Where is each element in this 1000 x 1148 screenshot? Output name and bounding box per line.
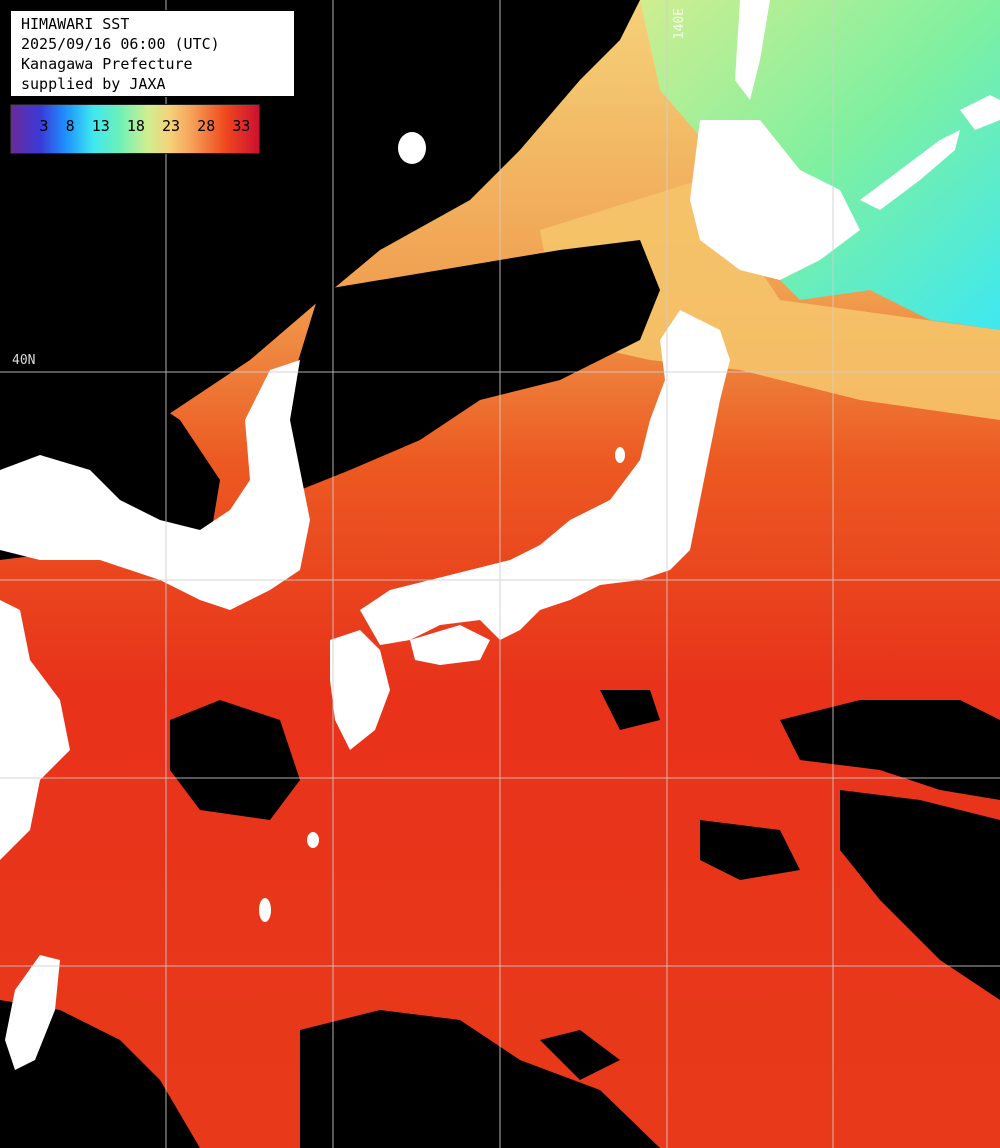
temperature-color-scale: 3 8 13 18 23 28 33 (10, 104, 260, 154)
title-box: HIMAWARI SST 2025/09/16 06:00 (UTC) Kana… (10, 10, 295, 97)
scale-tick: 23 (162, 117, 181, 135)
scale-tick: 33 (232, 117, 251, 135)
scale-tick: 28 (197, 117, 216, 135)
timestamp: 2025/09/16 06:00 (UTC) (21, 35, 220, 53)
scale-labels: 3 8 13 18 23 28 33 (11, 117, 259, 137)
lat-40n-label: 40N (12, 353, 36, 368)
data-source: supplied by JAXA (21, 75, 166, 93)
cool-sea-band (540, 180, 1000, 420)
scale-tick: 8 (65, 117, 75, 135)
scale-tick: 13 (91, 117, 110, 135)
land (0, 0, 1000, 1070)
product-title: HIMAWARI SST (21, 15, 130, 33)
cold-sea-north (640, 0, 1000, 330)
scale-tick: 3 (39, 117, 49, 135)
lon-140e-label: 140E (672, 8, 687, 40)
scale-tick: 18 (126, 117, 145, 135)
provider-name: Kanagawa Prefecture (21, 55, 193, 73)
lat-30n-label: 30N (12, 760, 36, 775)
